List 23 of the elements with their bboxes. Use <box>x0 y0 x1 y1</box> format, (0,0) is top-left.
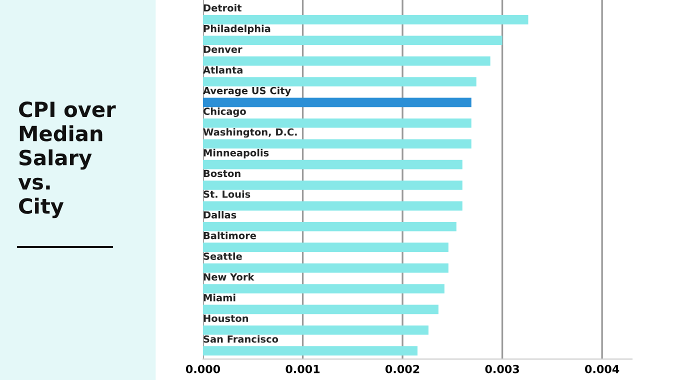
y-tick-label: Detroit <box>204 4 242 12</box>
x-tick-label: 0.002 <box>385 364 420 374</box>
x-tick-label: 0.001 <box>286 364 320 374</box>
y-tick-label: Baltimore <box>204 232 256 240</box>
x-tick-label: 0.000 <box>186 364 220 374</box>
y-tick-label: Philadelphia <box>204 24 270 34</box>
y-tick-label: Seattle <box>204 252 242 260</box>
y-tick-label: Dallas <box>204 211 236 219</box>
y-tick-label: Miami <box>204 294 236 302</box>
y-tick-label: Washington, D.C. <box>203 128 297 138</box>
y-tick-label: Denver <box>204 46 242 53</box>
x-tick-label: 0.003 <box>485 364 519 374</box>
y-tick-label: Boston <box>204 170 240 178</box>
y-tick-label: Chicago <box>203 107 246 117</box>
y-tick-label: Average US City <box>203 86 291 96</box>
y-tick-label: Minneapolis <box>204 148 269 158</box>
x-tick-label: 0.004 <box>585 364 620 374</box>
y-tick-label: San Francisco <box>204 335 278 343</box>
y-tick-label: Houston <box>204 314 248 322</box>
y-tick-label: New York <box>204 273 254 281</box>
y-tick-label: Atlanta <box>203 66 242 74</box>
text: CPI over Median Salary vs. City <box>18 101 116 218</box>
y-tick-label: St. Louis <box>204 190 250 198</box>
